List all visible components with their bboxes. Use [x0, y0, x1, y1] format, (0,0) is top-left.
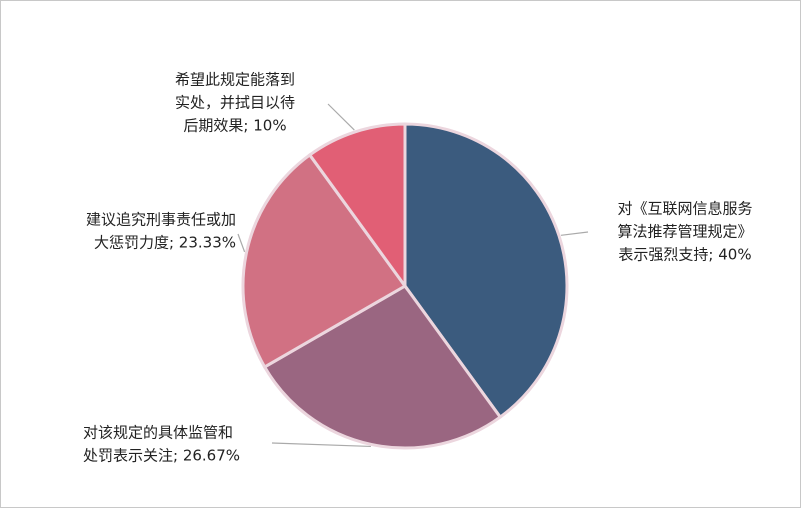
pie-slice	[307, 122, 407, 291]
data-label: 对该规定的具体监管和	[83, 424, 233, 442]
leader-line	[271, 442, 371, 448]
leader-line	[237, 233, 246, 253]
data-label: 处罚表示关注; 26.67%	[83, 447, 240, 465]
data-label: 实处，并拭目以待	[175, 94, 295, 112]
data-label: 表示强烈支持; 40%	[618, 246, 751, 264]
pie-slice	[403, 122, 569, 420]
leader-line	[327, 103, 355, 131]
pie-slice	[241, 152, 408, 370]
data-label: 建议追究刑事责任或加	[86, 211, 236, 229]
leader-line	[560, 231, 589, 236]
pie-slice	[262, 284, 503, 450]
data-label: 对《互联网信息服务	[617, 200, 752, 218]
data-label: 希望此规定能落到	[175, 71, 295, 89]
data-label: 算法推荐管理规定》	[617, 223, 752, 241]
data-label: 大惩罚力度; 23.33%	[94, 234, 236, 252]
data-label: 后期效果; 10%	[183, 117, 286, 135]
